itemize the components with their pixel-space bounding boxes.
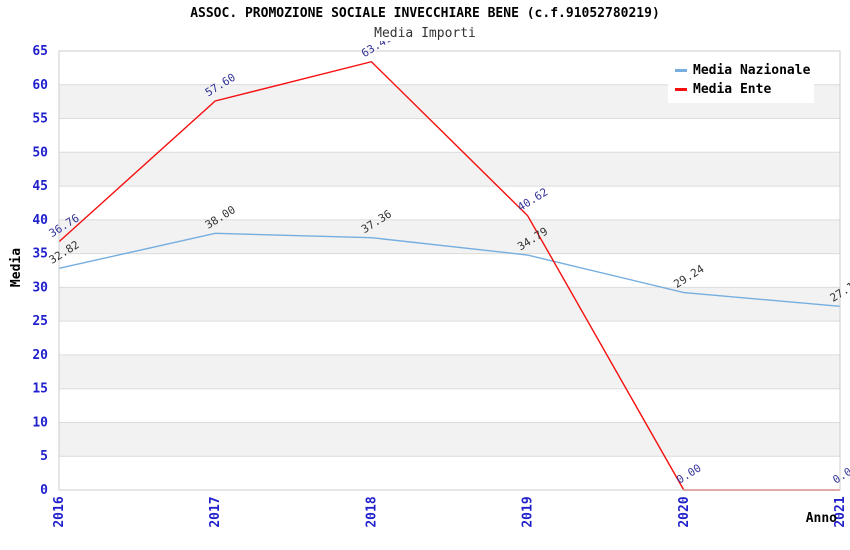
y-tick-label: 0: [40, 483, 48, 498]
chart-subtitle: Media Importi: [372, 26, 478, 41]
grid-band: [59, 287, 840, 322]
y-tick-label: 35: [32, 247, 48, 262]
legend-item-media-ente: Media Ente: [675, 80, 814, 99]
plot-frame: [58, 50, 841, 491]
legend-item-media-nazionale: Media Nazionale: [675, 61, 814, 80]
grid-band: [59, 152, 840, 187]
x-tick-label: 2016: [52, 496, 67, 527]
y-tick-label: 25: [32, 314, 48, 329]
y-tick-label: 10: [32, 415, 48, 430]
y-tick-label: 20: [32, 348, 48, 363]
y-tick-label: 50: [32, 145, 48, 160]
x-tick-label: 2019: [521, 496, 536, 527]
x-axis-title: Anno: [805, 511, 837, 526]
legend: Media Nazionale Media Ente: [668, 57, 814, 103]
legend-line-swatch: [675, 88, 687, 91]
grid-band: [59, 219, 840, 254]
y-tick-label: 30: [32, 280, 48, 295]
y-tick-label: 60: [32, 78, 48, 93]
legend-label: Media Nazionale: [693, 63, 811, 78]
chart-title: ASSOC. PROMOZIONE SOCIALE INVECCHIARE BE…: [190, 6, 660, 21]
grid-band: [59, 422, 840, 457]
y-tick-label: 55: [32, 112, 48, 127]
x-tick-label: 2018: [364, 496, 379, 527]
series-line-media-nazionale: [58, 232, 841, 308]
x-tick-label: 2021: [833, 496, 848, 527]
y-tick-label: 65: [32, 44, 48, 59]
legend-line-swatch: [675, 69, 687, 72]
y-tick-label: 40: [32, 213, 48, 228]
y-tick-label: 45: [32, 179, 48, 194]
y-tick-label: 15: [32, 382, 48, 397]
y-tick-label: 5: [40, 449, 48, 464]
grid-band: [59, 354, 840, 389]
x-tick-label: 2017: [208, 496, 223, 527]
y-axis-title: Media: [9, 247, 25, 288]
x-tick-label: 2020: [677, 496, 692, 527]
legend-label: Media Ente: [693, 82, 772, 97]
